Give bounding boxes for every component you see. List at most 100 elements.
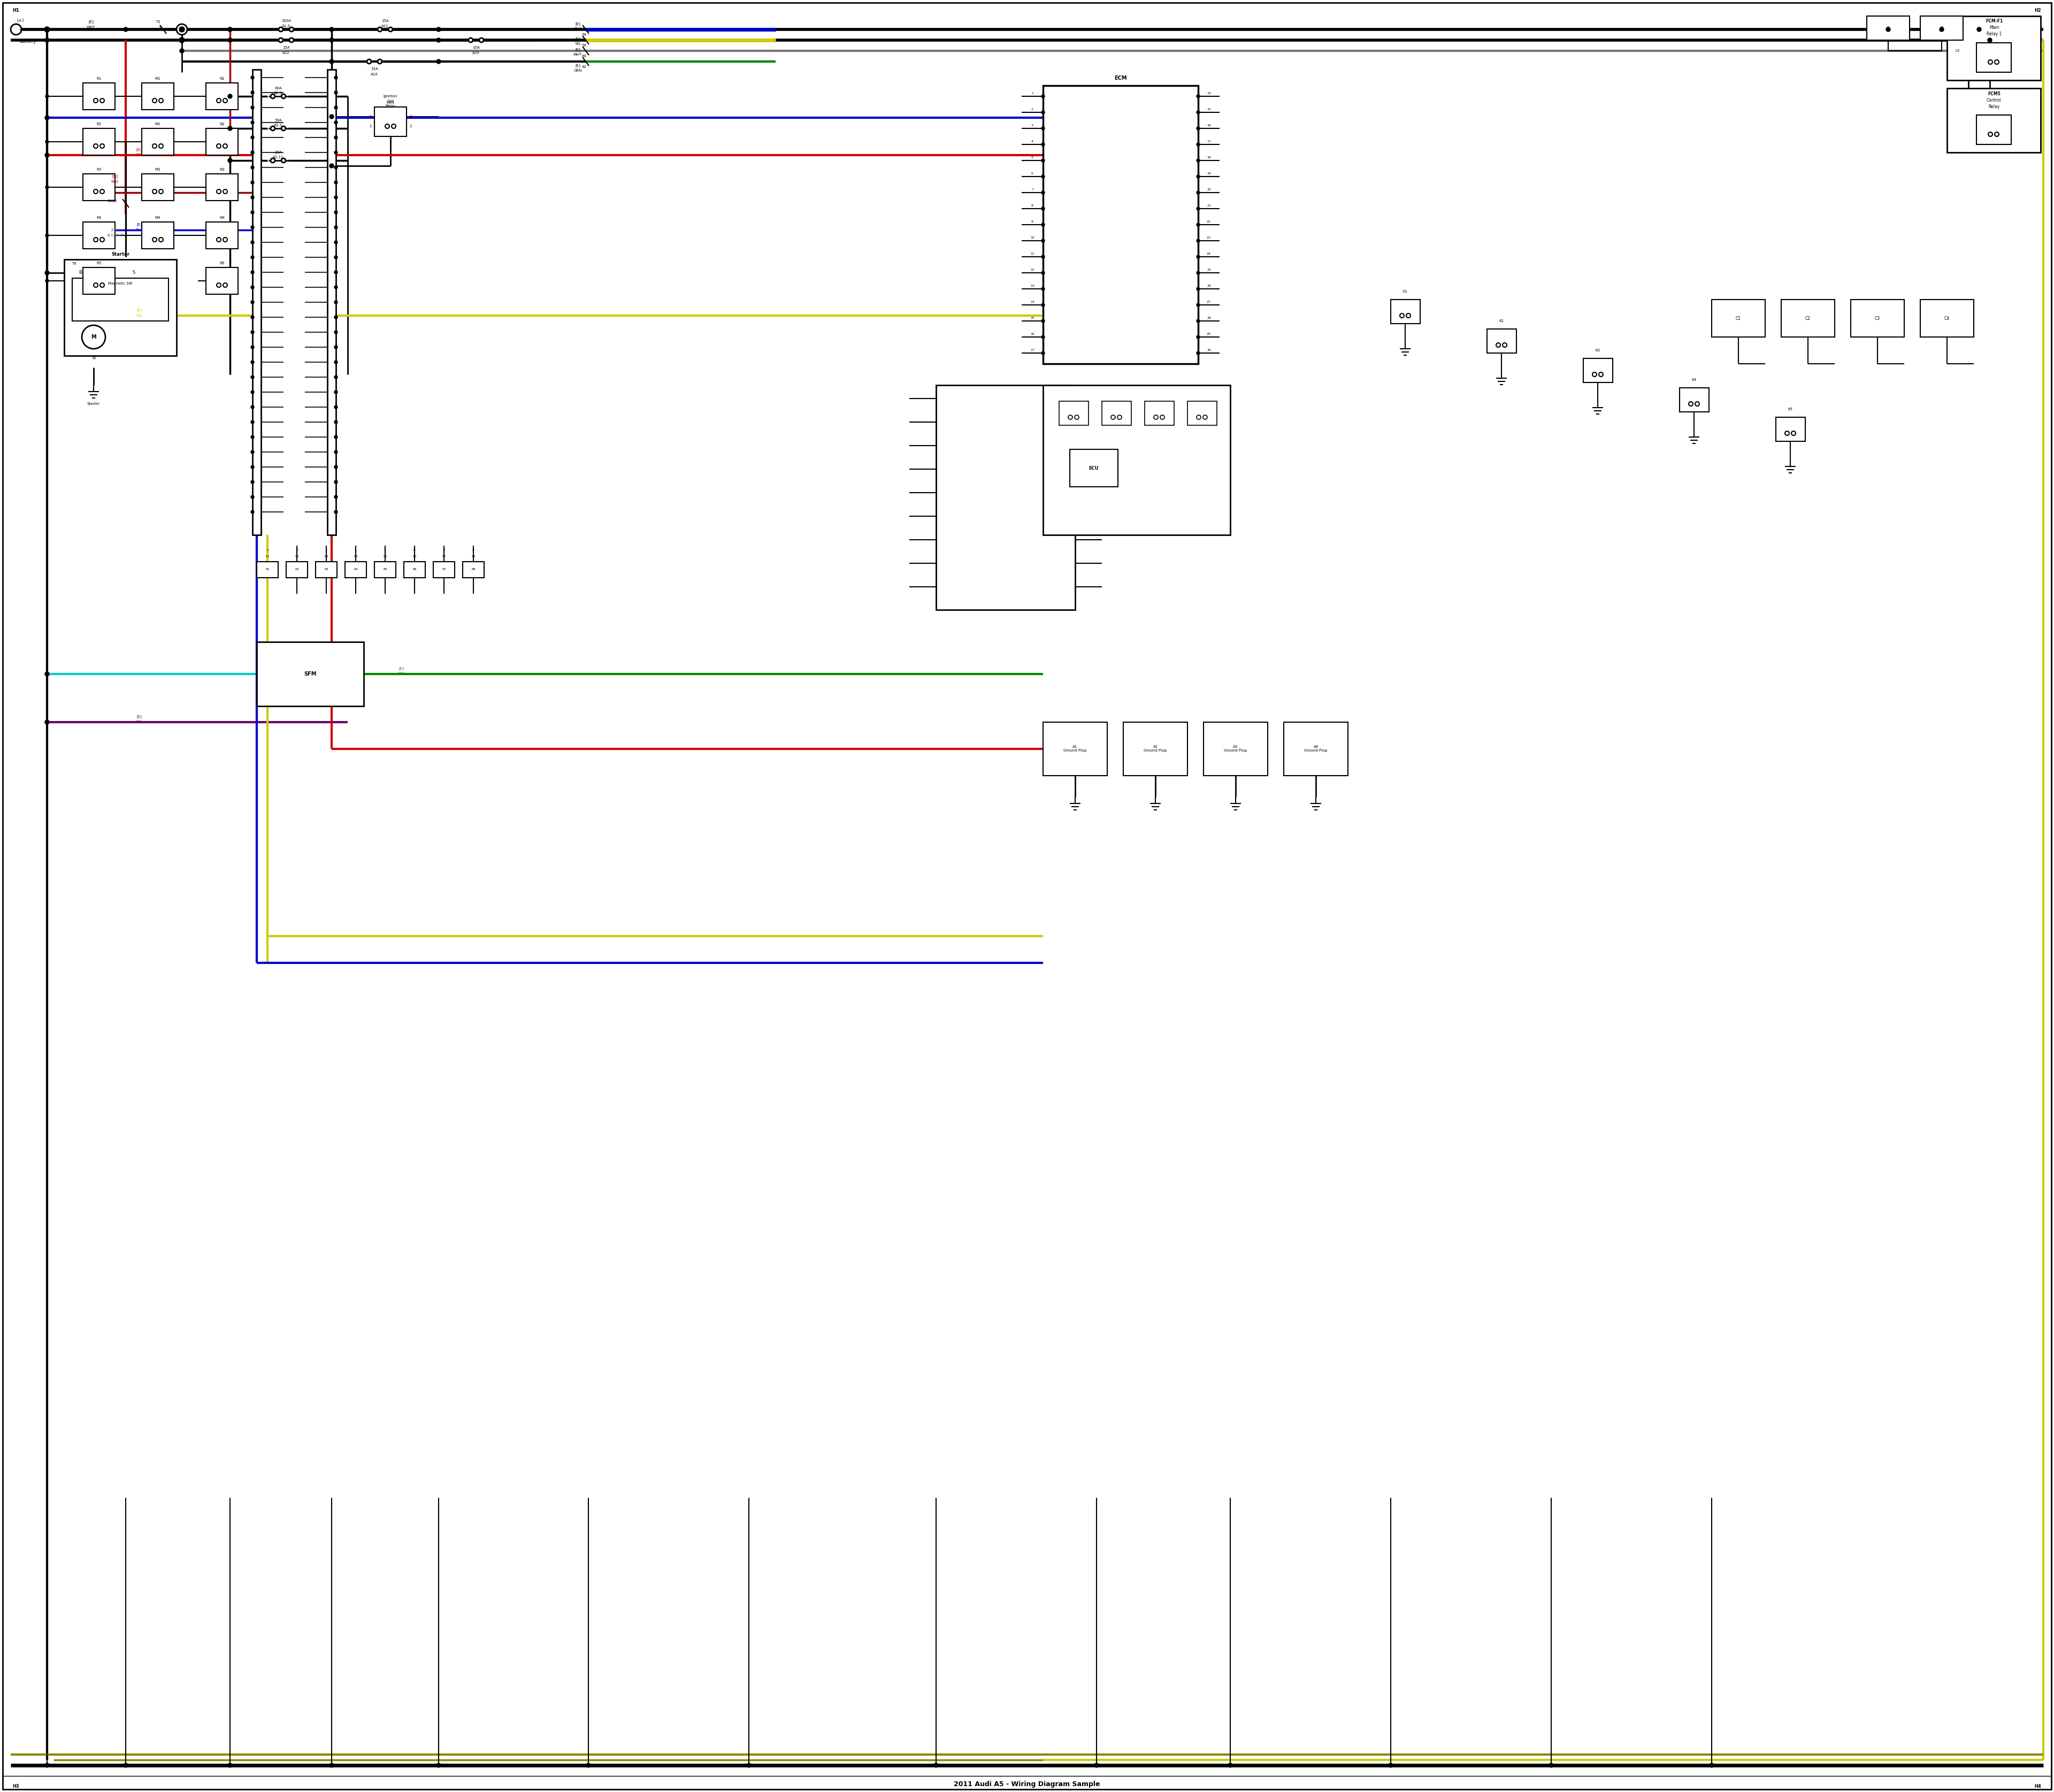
Circle shape bbox=[1197, 303, 1200, 306]
Circle shape bbox=[1197, 222, 1200, 226]
Text: M44: M44 bbox=[386, 100, 394, 104]
Text: N1: N1 bbox=[220, 77, 224, 81]
Text: M2: M2 bbox=[154, 122, 160, 125]
Text: K2: K2 bbox=[1499, 319, 1504, 323]
Circle shape bbox=[251, 330, 255, 333]
Text: 12: 12 bbox=[1031, 269, 1035, 271]
Circle shape bbox=[1041, 303, 1045, 306]
Text: 7: 7 bbox=[444, 548, 446, 552]
Circle shape bbox=[228, 158, 232, 163]
Circle shape bbox=[1709, 1763, 1713, 1767]
Text: Magnetic SW: Magnetic SW bbox=[109, 281, 134, 285]
Circle shape bbox=[335, 151, 337, 154]
Circle shape bbox=[1095, 1763, 1099, 1767]
Circle shape bbox=[335, 285, 337, 289]
Circle shape bbox=[1197, 254, 1200, 258]
Circle shape bbox=[271, 95, 275, 99]
Circle shape bbox=[101, 190, 105, 194]
Text: A2-3: A2-3 bbox=[273, 91, 283, 95]
Circle shape bbox=[335, 106, 337, 109]
Text: H1: H1 bbox=[12, 9, 18, 13]
Circle shape bbox=[216, 99, 222, 102]
Text: Starter: Starter bbox=[86, 401, 101, 405]
Circle shape bbox=[271, 125, 275, 131]
Circle shape bbox=[1688, 401, 1692, 407]
Circle shape bbox=[82, 324, 105, 349]
Text: 20: 20 bbox=[1208, 188, 1212, 190]
Circle shape bbox=[251, 405, 255, 409]
Text: K1: K1 bbox=[1403, 290, 1407, 294]
Text: P5: P5 bbox=[384, 568, 386, 572]
Bar bbox=[1101, 401, 1132, 425]
Text: 8: 8 bbox=[472, 548, 474, 552]
Circle shape bbox=[1197, 287, 1200, 290]
Bar bbox=[1043, 86, 1197, 364]
Circle shape bbox=[251, 256, 255, 258]
Circle shape bbox=[1204, 416, 1208, 419]
Text: 6: 6 bbox=[413, 548, 415, 552]
Bar bbox=[257, 642, 364, 706]
Text: GRN: GRN bbox=[573, 70, 581, 72]
Bar bbox=[1867, 16, 1910, 39]
Circle shape bbox=[251, 450, 255, 453]
Circle shape bbox=[251, 91, 255, 95]
Bar bbox=[82, 129, 115, 156]
Text: N4: N4 bbox=[220, 217, 224, 219]
Text: 30: 30 bbox=[1208, 348, 1212, 351]
Text: 14: 14 bbox=[1031, 301, 1035, 303]
Bar bbox=[1043, 385, 1230, 536]
Circle shape bbox=[251, 195, 255, 199]
Circle shape bbox=[45, 140, 49, 143]
Bar bbox=[1144, 401, 1175, 425]
Text: N3: N3 bbox=[220, 168, 224, 172]
Bar bbox=[64, 260, 177, 357]
Circle shape bbox=[1117, 416, 1121, 419]
Circle shape bbox=[251, 466, 255, 468]
Circle shape bbox=[1988, 59, 1992, 65]
Circle shape bbox=[45, 27, 49, 32]
Circle shape bbox=[335, 315, 337, 319]
Circle shape bbox=[335, 450, 337, 453]
Circle shape bbox=[281, 158, 286, 163]
Bar bbox=[142, 82, 175, 109]
Text: 1: 1 bbox=[158, 25, 160, 29]
Text: 20A: 20A bbox=[275, 151, 281, 154]
Text: YEL: YEL bbox=[136, 314, 142, 317]
Text: [E]: [E] bbox=[88, 20, 94, 23]
Text: A2-1: A2-1 bbox=[273, 124, 283, 127]
Circle shape bbox=[1598, 373, 1602, 376]
Circle shape bbox=[101, 143, 105, 149]
Circle shape bbox=[251, 106, 255, 109]
Circle shape bbox=[251, 226, 255, 229]
Text: 8: 8 bbox=[1031, 204, 1033, 206]
Text: K3: K3 bbox=[1596, 349, 1600, 351]
Circle shape bbox=[335, 376, 337, 378]
Circle shape bbox=[1161, 416, 1165, 419]
Bar bbox=[1124, 722, 1187, 776]
Text: 1: 1 bbox=[267, 548, 269, 552]
Text: 15A: 15A bbox=[372, 68, 378, 70]
Circle shape bbox=[290, 38, 294, 43]
Circle shape bbox=[251, 136, 255, 140]
Circle shape bbox=[45, 152, 49, 158]
Text: H4: H4 bbox=[2036, 1785, 2042, 1788]
Text: RED: RED bbox=[111, 181, 119, 183]
Bar bbox=[286, 561, 308, 577]
Text: M: M bbox=[92, 357, 94, 360]
Circle shape bbox=[224, 283, 228, 287]
Circle shape bbox=[216, 238, 222, 242]
Bar bbox=[405, 561, 425, 577]
Bar bbox=[82, 222, 115, 249]
Text: BLK/WHT: BLK/WHT bbox=[107, 233, 123, 237]
Bar bbox=[142, 174, 175, 201]
Bar bbox=[72, 278, 168, 321]
Circle shape bbox=[1041, 127, 1045, 131]
Text: N2: N2 bbox=[220, 122, 224, 125]
Circle shape bbox=[1197, 416, 1202, 419]
Circle shape bbox=[101, 99, 105, 102]
Text: 15A: 15A bbox=[283, 47, 290, 48]
Text: D: D bbox=[1941, 27, 1943, 29]
Text: [E]: [E] bbox=[575, 48, 581, 52]
Text: P3: P3 bbox=[325, 568, 329, 572]
Circle shape bbox=[251, 151, 255, 154]
